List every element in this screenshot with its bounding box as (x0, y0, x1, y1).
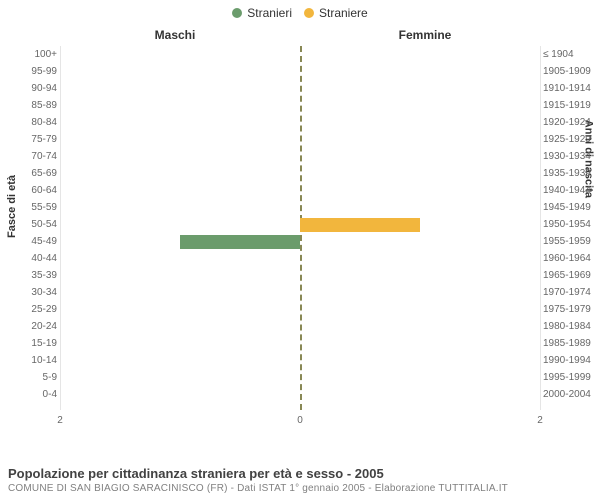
birth-year-label: 1935-1939 (543, 165, 598, 182)
age-row: 0-42000-2004 (60, 386, 540, 403)
age-label: 35-39 (2, 267, 57, 284)
age-row: 20-241980-1984 (60, 318, 540, 335)
x-tick-label: 0 (297, 415, 303, 426)
birth-year-label: ≤ 1904 (543, 46, 598, 63)
birth-year-label: 1930-1934 (543, 148, 598, 165)
chart-title: Popolazione per cittadinanza straniera p… (8, 466, 592, 481)
birth-year-label: 1965-1969 (543, 267, 598, 284)
age-label: 20-24 (2, 318, 57, 335)
age-label: 5-9 (2, 369, 57, 386)
bar-female (300, 218, 420, 232)
age-row: 100+≤ 1904 (60, 46, 540, 63)
bar-male (180, 235, 300, 249)
legend-item-female: Straniere (304, 6, 368, 20)
age-row: 70-741930-1934 (60, 148, 540, 165)
age-label: 85-89 (2, 97, 57, 114)
birth-year-label: 1915-1919 (543, 97, 598, 114)
age-label: 50-54 (2, 216, 57, 233)
legend-label-male: Stranieri (247, 6, 292, 20)
age-row: 60-641940-1944 (60, 182, 540, 199)
age-label: 10-14 (2, 352, 57, 369)
age-row: 80-841920-1924 (60, 114, 540, 131)
column-title-female: Femmine (300, 28, 600, 42)
age-row: 85-891915-1919 (60, 97, 540, 114)
age-label: 0-4 (2, 386, 57, 403)
x-tick-label: 2 (57, 415, 63, 426)
age-label: 90-94 (2, 80, 57, 97)
swatch-female (304, 8, 314, 18)
age-row: 55-591945-1949 (60, 199, 540, 216)
chart-subtitle: COMUNE DI SAN BIAGIO SARACINISCO (FR) - … (8, 483, 592, 494)
birth-year-label: 1945-1949 (543, 199, 598, 216)
age-label: 65-69 (2, 165, 57, 182)
birth-year-label: 1990-1994 (543, 352, 598, 369)
legend-label-female: Straniere (319, 6, 368, 20)
age-label: 55-59 (2, 199, 57, 216)
chart: Maschi Femmine Fasce di età Anni di nasc… (0, 28, 600, 448)
plot-area: 2 0 2 100+≤ 190495-991905-190990-941910-191… (60, 46, 540, 426)
age-row: 65-691935-1939 (60, 165, 540, 182)
age-row: 30-341970-1974 (60, 284, 540, 301)
birth-year-label: 1925-1929 (543, 131, 598, 148)
legend: Stranieri Straniere (0, 0, 600, 20)
age-label: 40-44 (2, 250, 57, 267)
age-row: 45-491955-1959 (60, 233, 540, 250)
age-label: 60-64 (2, 182, 57, 199)
legend-item-male: Stranieri (232, 6, 292, 20)
birth-year-label: 1905-1909 (543, 63, 598, 80)
age-row: 5-91995-1999 (60, 369, 540, 386)
birth-year-label: 1970-1974 (543, 284, 598, 301)
age-label: 80-84 (2, 114, 57, 131)
column-title-male: Maschi (0, 28, 300, 42)
age-label: 70-74 (2, 148, 57, 165)
age-row: 75-791925-1929 (60, 131, 540, 148)
footer: Popolazione per cittadinanza straniera p… (8, 466, 592, 494)
birth-year-label: 1995-1999 (543, 369, 598, 386)
birth-year-label: 1960-1964 (543, 250, 598, 267)
age-label: 100+ (2, 46, 57, 63)
birth-year-label: 1940-1944 (543, 182, 598, 199)
birth-year-label: 2000-2004 (543, 386, 598, 403)
age-label: 25-29 (2, 301, 57, 318)
birth-year-label: 1975-1979 (543, 301, 598, 318)
birth-year-label: 1950-1954 (543, 216, 598, 233)
age-label: 15-19 (2, 335, 57, 352)
birth-year-label: 1980-1984 (543, 318, 598, 335)
swatch-male (232, 8, 242, 18)
age-row: 90-941910-1914 (60, 80, 540, 97)
age-row: 10-141990-1994 (60, 352, 540, 369)
birth-year-label: 1920-1924 (543, 114, 598, 131)
age-label: 75-79 (2, 131, 57, 148)
age-row: 40-441960-1964 (60, 250, 540, 267)
birth-year-label: 1910-1914 (543, 80, 598, 97)
age-row: 35-391965-1969 (60, 267, 540, 284)
age-row: 15-191985-1989 (60, 335, 540, 352)
age-row: 50-541950-1954 (60, 216, 540, 233)
age-row: 25-291975-1979 (60, 301, 540, 318)
birth-year-label: 1985-1989 (543, 335, 598, 352)
age-label: 95-99 (2, 63, 57, 80)
age-row: 95-991905-1909 (60, 63, 540, 80)
birth-year-label: 1955-1959 (543, 233, 598, 250)
grid-line (540, 46, 541, 410)
x-tick-label: 2 (537, 415, 543, 426)
age-label: 30-34 (2, 284, 57, 301)
age-label: 45-49 (2, 233, 57, 250)
